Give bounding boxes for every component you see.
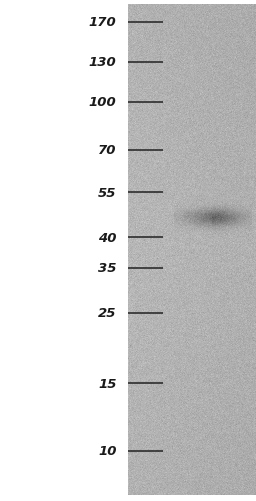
Text: 40: 40 (98, 231, 116, 244)
Text: 55: 55 (98, 186, 116, 199)
Text: 70: 70 (98, 144, 116, 157)
Text: 15: 15 (98, 377, 116, 390)
Text: 100: 100 (89, 96, 116, 109)
Text: 25: 25 (98, 307, 116, 320)
Text: 170: 170 (89, 16, 116, 29)
Text: 10: 10 (98, 444, 116, 457)
Text: 130: 130 (89, 56, 116, 69)
Text: 35: 35 (98, 262, 116, 275)
